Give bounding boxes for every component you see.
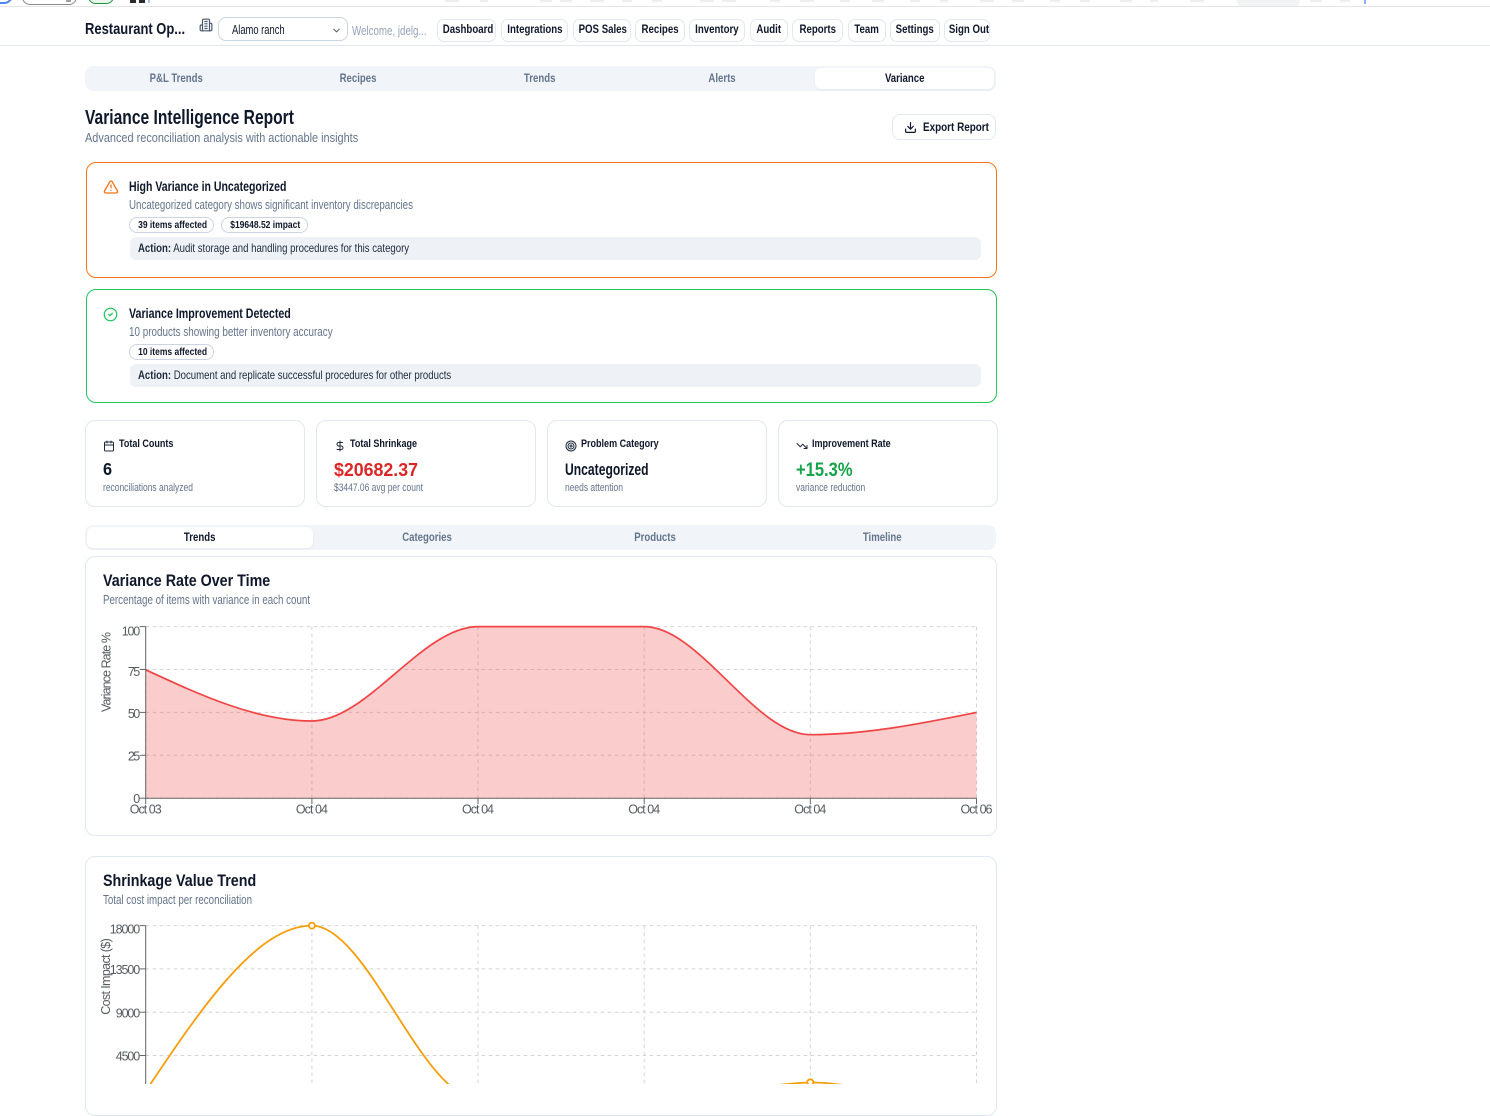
svg-text:Oct 04: Oct 04 (462, 803, 494, 817)
svg-text:50: 50 (128, 707, 140, 721)
svg-text:18000: 18000 (110, 923, 141, 937)
svg-text:Oct 04: Oct 04 (628, 803, 660, 817)
svg-text:Oct 04: Oct 04 (296, 803, 328, 817)
svg-text:75: 75 (128, 665, 140, 679)
svg-text:0: 0 (133, 792, 140, 806)
svg-text:9000: 9000 (116, 1006, 140, 1020)
svg-text:25: 25 (128, 750, 140, 764)
svg-text:100: 100 (122, 624, 141, 638)
svg-text:Oct 03: Oct 03 (130, 803, 162, 817)
svg-text:4500: 4500 (116, 1050, 140, 1064)
svg-text:Variance Rate %: Variance Rate % (100, 632, 114, 712)
svg-text:Oct 04: Oct 04 (794, 803, 826, 817)
svg-text:Oct 06: Oct 06 (961, 803, 993, 817)
svg-text:13500: 13500 (110, 963, 141, 977)
svg-text:Cost Impact ($): Cost Impact ($) (99, 938, 113, 1015)
